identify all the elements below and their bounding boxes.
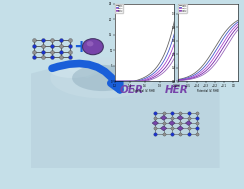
X-axis label: Potential (V, RHE): Potential (V, RHE) (197, 89, 219, 93)
Polygon shape (169, 121, 175, 125)
X-axis label: Potential (V, RHE): Potential (V, RHE) (133, 89, 156, 93)
Text: HER: HER (165, 85, 189, 95)
Polygon shape (161, 115, 167, 120)
FancyArrowPatch shape (52, 64, 120, 90)
Legend: cat 1, cat 2, cat 3, cat 4, cat 5: cat 1, cat 2, cat 3, cat 4, cat 5 (178, 4, 187, 13)
Polygon shape (152, 121, 158, 125)
Text: OER: OER (120, 85, 144, 95)
Polygon shape (161, 126, 167, 131)
Ellipse shape (72, 65, 133, 91)
Circle shape (87, 41, 93, 46)
Polygon shape (30, 64, 220, 168)
Text: +: + (73, 38, 88, 56)
Ellipse shape (50, 58, 154, 98)
Polygon shape (185, 121, 192, 125)
Circle shape (82, 39, 103, 55)
Legend: cat 1, cat 2, cat 3, cat 4, cat 5: cat 1, cat 2, cat 3, cat 4, cat 5 (115, 4, 123, 13)
Ellipse shape (49, 60, 96, 78)
Polygon shape (177, 115, 183, 120)
Polygon shape (177, 126, 183, 131)
